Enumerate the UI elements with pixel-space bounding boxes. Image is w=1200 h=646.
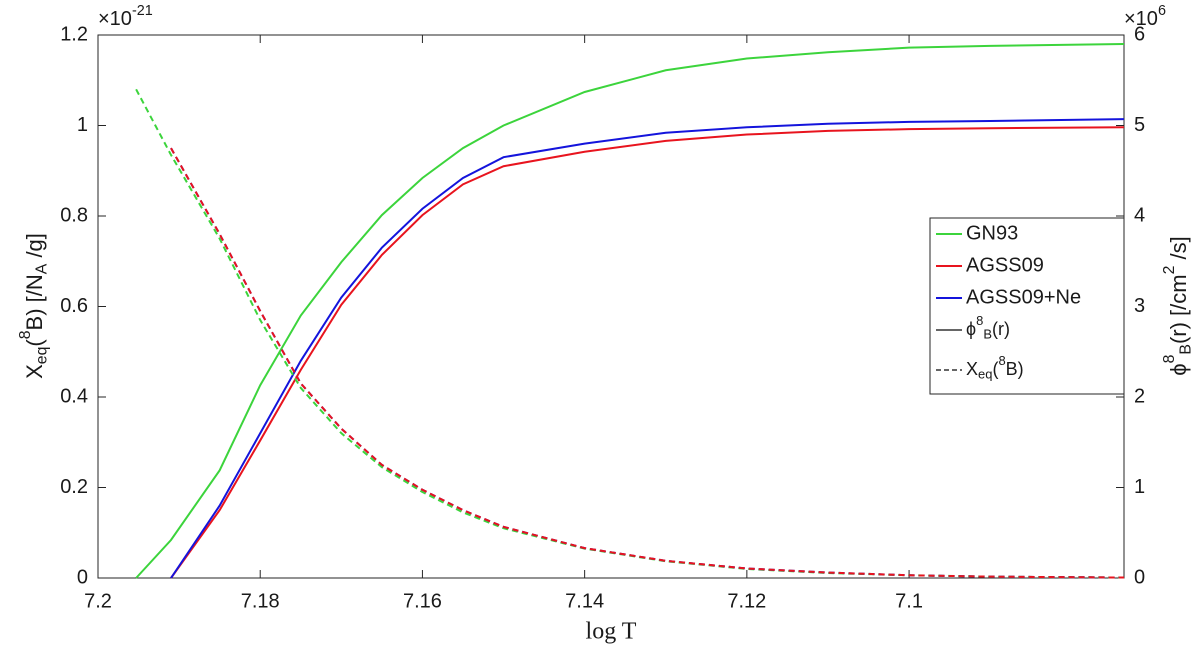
- y2-multiplier-part: 6: [1158, 3, 1166, 19]
- legend-label: AGSS09+Ne: [966, 286, 1081, 308]
- y2-axis-label-part: 2: [1161, 266, 1178, 275]
- y2-tick-label: 4: [1134, 204, 1145, 226]
- legend-label: Xeq(8B): [966, 353, 1024, 382]
- y2-axis-label-part: /s]: [1166, 236, 1191, 265]
- y-multiplier: ×10-21: [98, 3, 153, 30]
- legend-label-part: 8: [976, 313, 983, 328]
- y-axis-label: Xeq(8B) [/NA /g]: [17, 233, 51, 379]
- y-axis-label-part: 8: [17, 330, 34, 339]
- line: [135, 43, 1125, 579]
- y2-axis-label: ϕ8B(r) [/cm2 /s]: [1161, 236, 1195, 376]
- y-tick-label: 0.2: [60, 476, 88, 498]
- legend-label-part: 8: [998, 353, 1005, 368]
- x-tick-label: 7.12: [727, 590, 766, 612]
- y-axis-label-part: B) [/N: [22, 274, 47, 330]
- y2-tick-label: 3: [1134, 295, 1145, 317]
- x-tick-label: 7.2: [84, 590, 112, 612]
- y-axis-label-part: eq: [34, 347, 51, 365]
- y-tick-label: 1.2: [60, 23, 88, 45]
- y2-multiplier-part: ×10: [1124, 8, 1158, 30]
- legend-label-part: (: [992, 359, 998, 379]
- dashed-line: [135, 88, 1125, 579]
- y-tick-label: 1: [77, 114, 88, 136]
- y2-multiplier: ×106: [1124, 3, 1166, 30]
- y-tick-label: 0.6: [60, 295, 88, 317]
- legend-label-part: B): [1006, 359, 1024, 379]
- y2-tick-label: 2: [1134, 385, 1145, 407]
- y2-tick-label: 0: [1134, 566, 1145, 588]
- x-tick-label: 7.1: [895, 590, 923, 612]
- y-tick-label: 0: [77, 566, 88, 588]
- y-multiplier-part: ×10: [98, 8, 132, 30]
- y-tick-label: 0.4: [60, 385, 88, 407]
- line: [170, 118, 1125, 579]
- y2-tick-label: 6: [1134, 23, 1145, 45]
- legend-label-part: X: [966, 359, 978, 379]
- y-axis-label-part: A: [34, 263, 51, 274]
- y2-tick-label: 5: [1134, 114, 1145, 136]
- legend-label-part: (r): [992, 319, 1010, 339]
- y2-axis-label-part: ϕ: [1166, 363, 1191, 375]
- legend-label-part: ϕ: [966, 319, 976, 339]
- y-tick-label: 0.8: [60, 204, 88, 226]
- y-axis-label-part: X: [22, 364, 47, 379]
- legend-label: GN93: [966, 222, 1018, 244]
- legend-box: [929, 217, 1125, 395]
- y2-tick-label: 1: [1134, 476, 1145, 498]
- y2-axis-label-part: B: [1178, 344, 1195, 355]
- legend-label-part: eq: [978, 367, 992, 382]
- legend-label-part: B: [983, 327, 992, 342]
- line: [170, 126, 1125, 579]
- x-axis-label: log T: [586, 619, 637, 645]
- y-axis-label-part: /g]: [22, 233, 47, 264]
- x-tick-label: 7.18: [241, 590, 280, 612]
- y2-axis-label-part: (r) [/cm: [1166, 274, 1191, 344]
- y-multiplier-part: -21: [132, 3, 153, 19]
- legend-label: AGSS09: [966, 254, 1044, 276]
- legend-label: ϕ8B(r): [966, 313, 1010, 342]
- x-tick-label: 7.16: [403, 590, 442, 612]
- x-tick-label: 7.14: [565, 590, 604, 612]
- y2-axis-label-part: 8: [1161, 354, 1178, 363]
- y-axis-label-part: (: [22, 339, 47, 347]
